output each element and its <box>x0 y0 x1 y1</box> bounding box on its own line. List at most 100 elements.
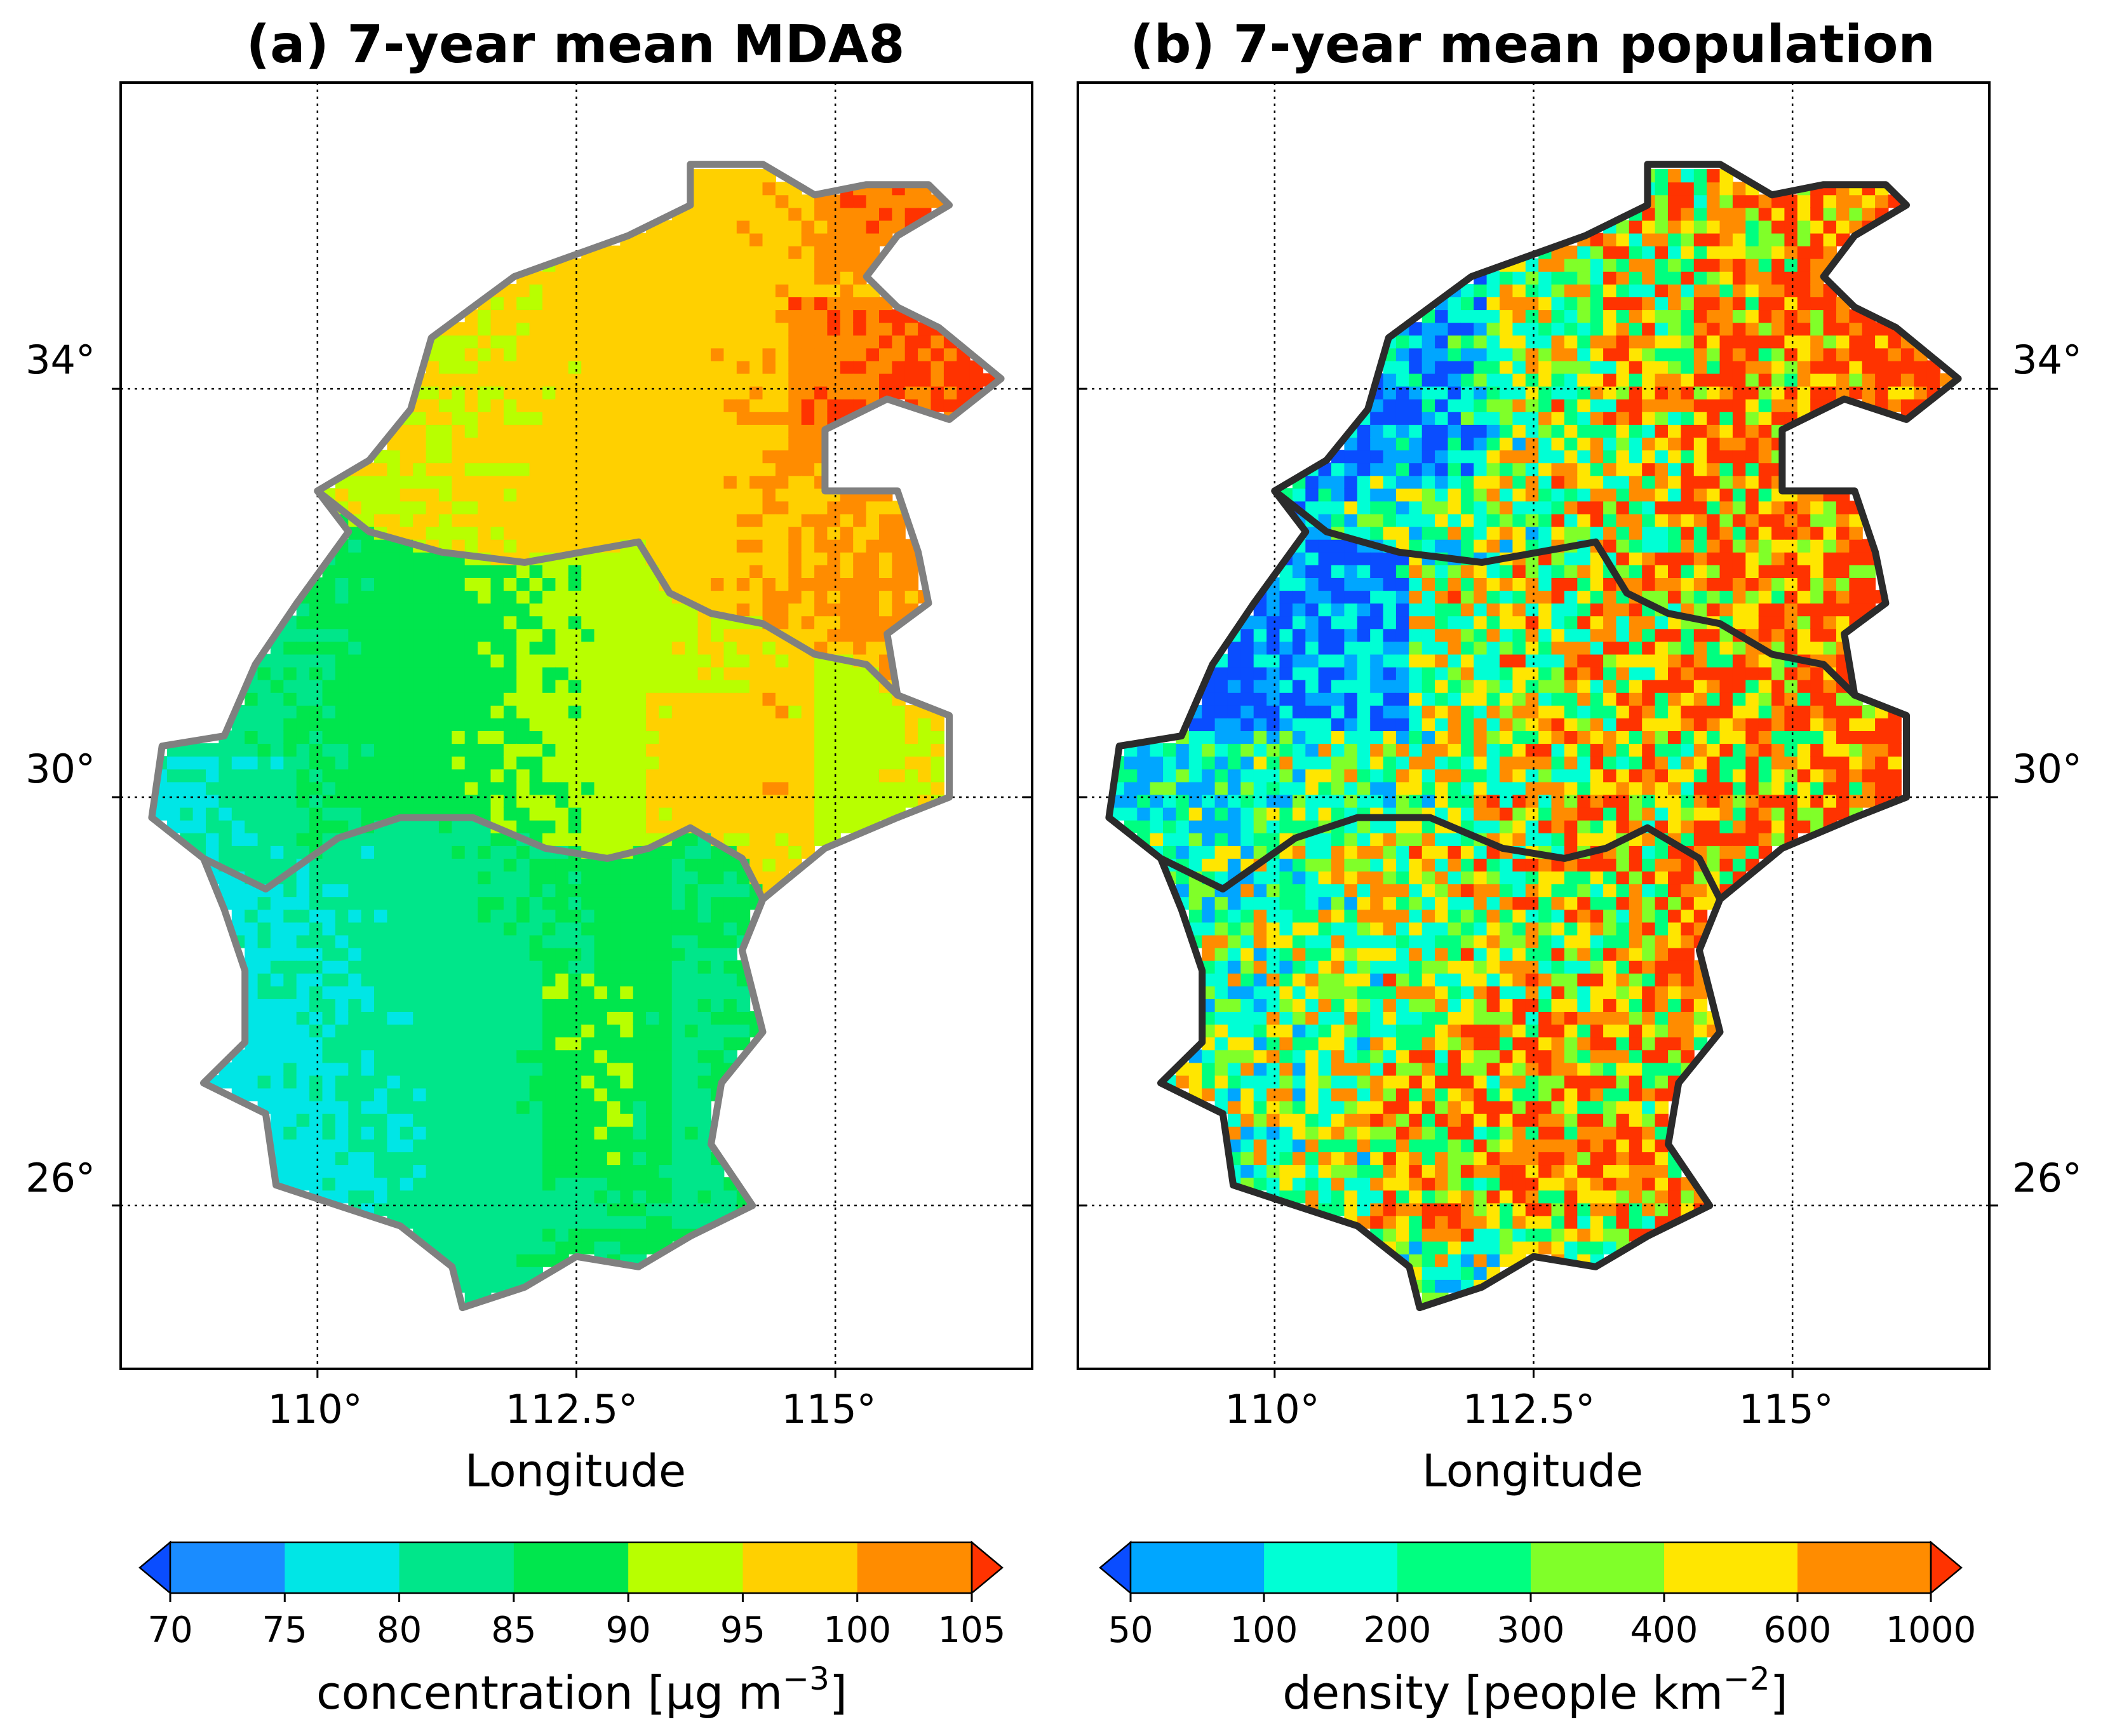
heatmap-cell <box>257 743 271 757</box>
heatmap-cell <box>555 564 569 578</box>
heatmap-cell <box>555 692 569 706</box>
heatmap-cell <box>296 692 311 706</box>
heatmap-cell <box>853 232 867 246</box>
heatmap-cell <box>594 1113 608 1127</box>
heatmap-cell <box>659 462 673 476</box>
heatmap-cell <box>723 743 737 757</box>
heatmap-cell <box>400 564 414 578</box>
heatmap-cell <box>711 781 725 795</box>
heatmap-cell <box>1267 972 1280 986</box>
heatmap-cell <box>283 972 297 986</box>
heatmap-cell <box>322 1100 336 1114</box>
heatmap-cell <box>1486 347 1500 361</box>
heatmap-cell <box>387 679 401 693</box>
heatmap-cell <box>659 309 673 323</box>
heatmap-cell <box>1357 730 1371 744</box>
heatmap-cell <box>335 692 349 706</box>
heatmap-cell <box>348 577 362 591</box>
heatmap-cell <box>283 1100 297 1114</box>
heatmap-cell <box>413 475 427 489</box>
heatmap-cell <box>1395 564 1410 578</box>
heatmap-cell <box>671 1113 686 1127</box>
heatmap-cell <box>529 794 543 808</box>
heatmap-cell <box>374 858 388 871</box>
heatmap-cell <box>335 922 349 936</box>
heatmap-cell <box>1318 539 1332 553</box>
heatmap-cell <box>438 1113 453 1127</box>
heatmap-cell <box>1409 641 1423 655</box>
heatmap-cell <box>464 526 479 540</box>
heatmap-cell <box>685 488 699 502</box>
heatmap-cell <box>671 450 686 464</box>
heatmap-cell <box>270 692 285 706</box>
heatmap-cell <box>1240 1138 1254 1152</box>
heatmap-cell <box>1253 1126 1268 1140</box>
heatmap-cell <box>1331 1202 1345 1216</box>
heatmap-cell <box>568 488 582 502</box>
heatmap-cell <box>671 871 686 885</box>
heatmap-cell <box>1486 998 1500 1012</box>
heatmap-cell <box>1279 794 1293 808</box>
heatmap-cell <box>1318 1075 1332 1089</box>
heatmap-cell <box>296 1138 311 1152</box>
heatmap-cell <box>1150 807 1164 821</box>
heatmap-cell <box>1500 1215 1514 1229</box>
heatmap-cell <box>607 603 621 617</box>
heatmap-cell <box>775 704 789 718</box>
heatmap-cell <box>736 641 751 655</box>
heatmap-cell <box>309 1138 323 1152</box>
heatmap-cell <box>671 437 686 451</box>
heatmap-cell <box>296 998 311 1012</box>
heatmap-cell <box>309 1024 323 1038</box>
heatmap-cell <box>685 347 699 361</box>
heatmap-cell <box>711 539 725 553</box>
heatmap-cell <box>697 1011 711 1025</box>
heatmap-cell <box>1486 297 1500 311</box>
heatmap-cell <box>400 743 414 757</box>
heatmap-cell <box>426 922 440 936</box>
heatmap-cell <box>283 1113 297 1127</box>
heatmap-cell <box>1344 858 1358 871</box>
heatmap-cell <box>309 730 323 744</box>
heatmap-cell <box>529 819 543 833</box>
heatmap-cell <box>904 347 919 361</box>
heatmap-cell <box>464 322 479 336</box>
heatmap-cell <box>814 398 828 412</box>
heatmap-cell <box>866 526 880 540</box>
heatmap-cell <box>374 871 388 885</box>
heatmap-cell <box>1227 1087 1242 1101</box>
heatmap-cell <box>1460 373 1475 387</box>
heatmap-cell <box>1409 1177 1423 1191</box>
heatmap-cell <box>529 475 543 489</box>
heatmap-cell <box>1460 309 1475 323</box>
heatmap-cell <box>827 756 841 770</box>
heatmap-cell <box>1395 1087 1410 1101</box>
heatmap-cell <box>1188 845 1203 859</box>
heatmap-cell <box>270 730 285 744</box>
heatmap-cell <box>1202 717 1216 731</box>
heatmap-cell <box>1202 781 1216 795</box>
heatmap-cell <box>723 1037 737 1051</box>
heatmap-cell <box>671 258 686 272</box>
heatmap-cell <box>516 794 530 808</box>
heatmap-cell <box>387 551 401 565</box>
heatmap-cell <box>736 807 751 821</box>
heatmap-cell <box>400 666 414 680</box>
heatmap-cell <box>671 1087 686 1101</box>
heatmap-cell <box>361 679 375 693</box>
heatmap-cell <box>1253 603 1268 617</box>
heatmap-cell <box>490 1266 504 1280</box>
heatmap-cell <box>166 756 181 770</box>
heatmap-cell <box>1344 832 1358 846</box>
heatmap-cell <box>542 475 556 489</box>
heatmap-cell <box>1395 679 1410 693</box>
heatmap-cell <box>827 769 841 783</box>
heatmap-cell <box>1318 551 1332 565</box>
heatmap-cell <box>1383 1075 1397 1089</box>
heatmap-cell <box>711 1024 725 1038</box>
heatmap-cell <box>685 437 699 451</box>
heatmap-cell <box>503 1049 518 1063</box>
heatmap-cell <box>478 577 492 591</box>
heatmap-cell <box>749 590 763 604</box>
heatmap-cell <box>464 947 479 961</box>
